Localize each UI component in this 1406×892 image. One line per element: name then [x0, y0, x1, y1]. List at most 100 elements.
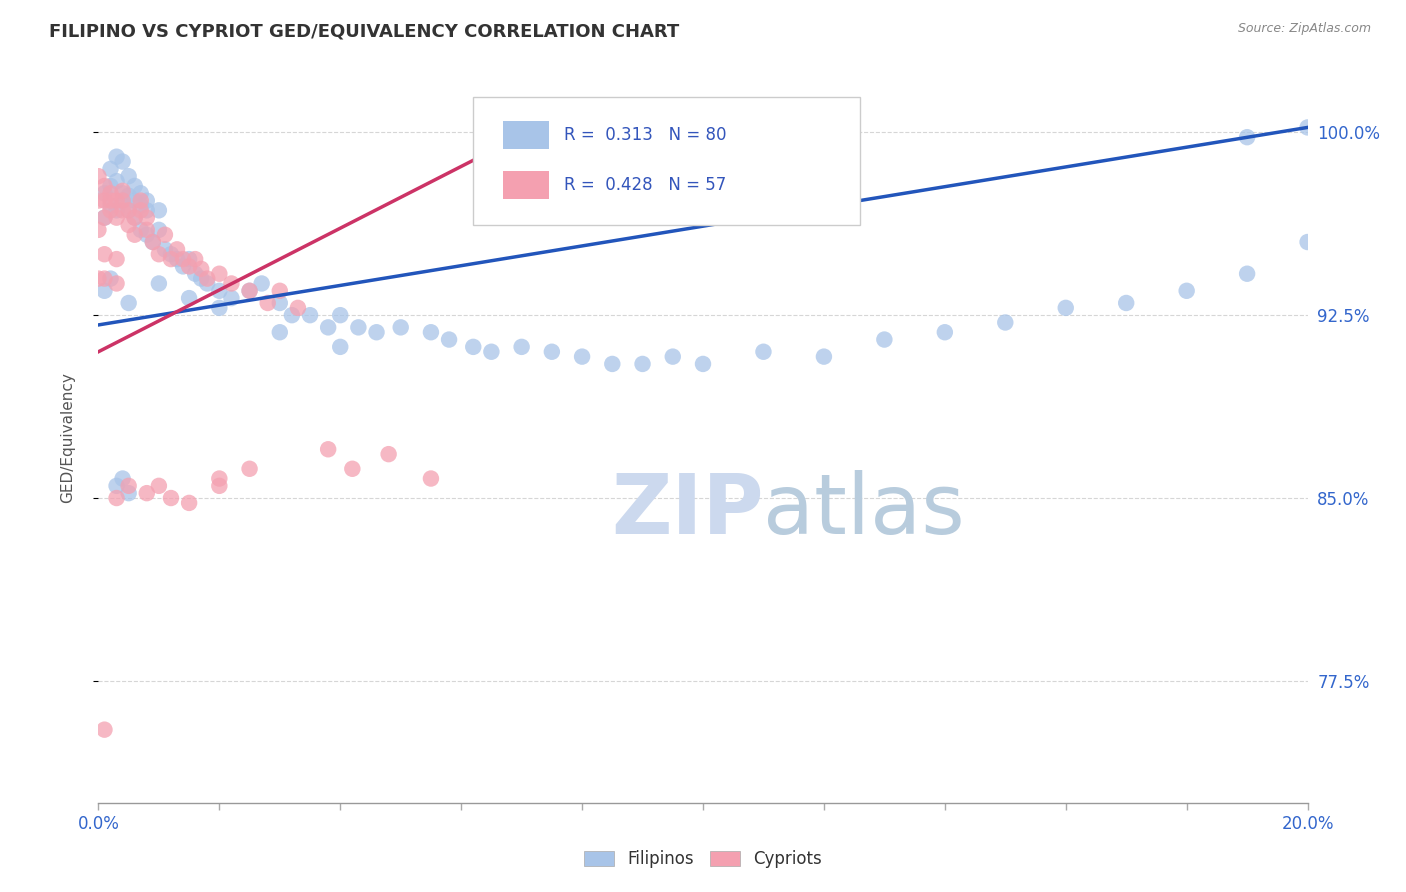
Point: [437, 333, 460, 347]
Point: [602, 357, 624, 371]
Point: [118, 479, 141, 493]
Point: [93, 178, 115, 193]
Point: [111, 154, 134, 169]
Point: [813, 350, 835, 364]
Point: [184, 252, 207, 266]
Point: [105, 150, 128, 164]
Point: [118, 203, 141, 218]
Point: [87, 194, 110, 208]
Text: atlas: atlas: [763, 470, 965, 550]
Point: [129, 203, 152, 218]
Point: [111, 186, 134, 201]
Point: [160, 491, 183, 505]
Point: [153, 227, 176, 242]
Bar: [503, 171, 550, 199]
Y-axis label: GED/Equivalency: GED/Equivalency: [60, 372, 75, 502]
Text: ZIP: ZIP: [612, 470, 763, 550]
Point: [195, 271, 218, 285]
Point: [148, 479, 170, 493]
Point: [179, 260, 201, 274]
Point: [111, 203, 134, 218]
Point: [135, 194, 157, 208]
Point: [190, 261, 212, 276]
Point: [118, 188, 141, 202]
Point: [250, 277, 273, 291]
Point: [148, 203, 170, 218]
Point: [239, 284, 262, 298]
Point: [420, 471, 443, 485]
Point: [208, 479, 231, 493]
Point: [105, 203, 128, 218]
Point: [87, 271, 110, 285]
Point: [316, 442, 339, 457]
Point: [540, 344, 562, 359]
Point: [129, 186, 152, 201]
Point: [142, 235, 165, 249]
Text: R =  0.313   N = 80: R = 0.313 N = 80: [564, 127, 727, 145]
Point: [100, 178, 122, 193]
Point: [105, 252, 128, 266]
Point: [100, 198, 122, 212]
Point: [994, 316, 1017, 330]
Point: [208, 284, 231, 298]
Point: [1054, 301, 1077, 315]
Point: [135, 203, 157, 218]
Point: [208, 267, 231, 281]
Point: [111, 194, 134, 208]
Point: [118, 169, 141, 184]
Point: [105, 277, 128, 291]
Point: [463, 340, 485, 354]
Text: R =  0.428   N = 57: R = 0.428 N = 57: [564, 177, 725, 194]
Point: [100, 161, 122, 176]
Point: [111, 194, 134, 208]
Point: [195, 277, 218, 291]
Point: [153, 243, 176, 257]
Point: [1296, 235, 1319, 249]
Point: [160, 252, 183, 266]
Point: [934, 325, 956, 339]
Point: [221, 291, 243, 305]
Point: [105, 479, 128, 493]
Point: [329, 340, 352, 354]
Point: [239, 284, 262, 298]
Point: [142, 235, 165, 249]
Point: [342, 462, 364, 476]
Point: [93, 723, 115, 737]
Point: [118, 296, 141, 310]
Point: [135, 211, 157, 225]
Point: [269, 325, 291, 339]
Point: [179, 496, 201, 510]
Point: [752, 344, 775, 359]
Point: [366, 325, 388, 339]
Point: [316, 320, 339, 334]
Point: [287, 301, 309, 315]
Point: [87, 223, 110, 237]
Point: [184, 267, 207, 281]
Point: [118, 203, 141, 218]
Point: [124, 227, 146, 242]
Point: [166, 243, 188, 257]
Point: [481, 344, 503, 359]
Point: [135, 223, 157, 237]
Text: Source: ZipAtlas.com: Source: ZipAtlas.com: [1237, 22, 1371, 36]
Point: [148, 277, 170, 291]
Point: [93, 271, 115, 285]
Point: [347, 320, 370, 334]
Point: [221, 277, 243, 291]
Point: [124, 211, 146, 225]
Point: [93, 247, 115, 261]
Point: [281, 308, 304, 322]
Point: [93, 284, 115, 298]
Point: [269, 284, 291, 298]
Bar: [503, 121, 550, 149]
Point: [631, 357, 654, 371]
Point: [111, 471, 134, 485]
Point: [172, 252, 194, 266]
Point: [1236, 130, 1258, 145]
Point: [299, 308, 322, 322]
Point: [329, 308, 352, 322]
Point: [873, 333, 896, 347]
Point: [377, 447, 399, 461]
Point: [172, 260, 194, 274]
Point: [510, 340, 533, 354]
